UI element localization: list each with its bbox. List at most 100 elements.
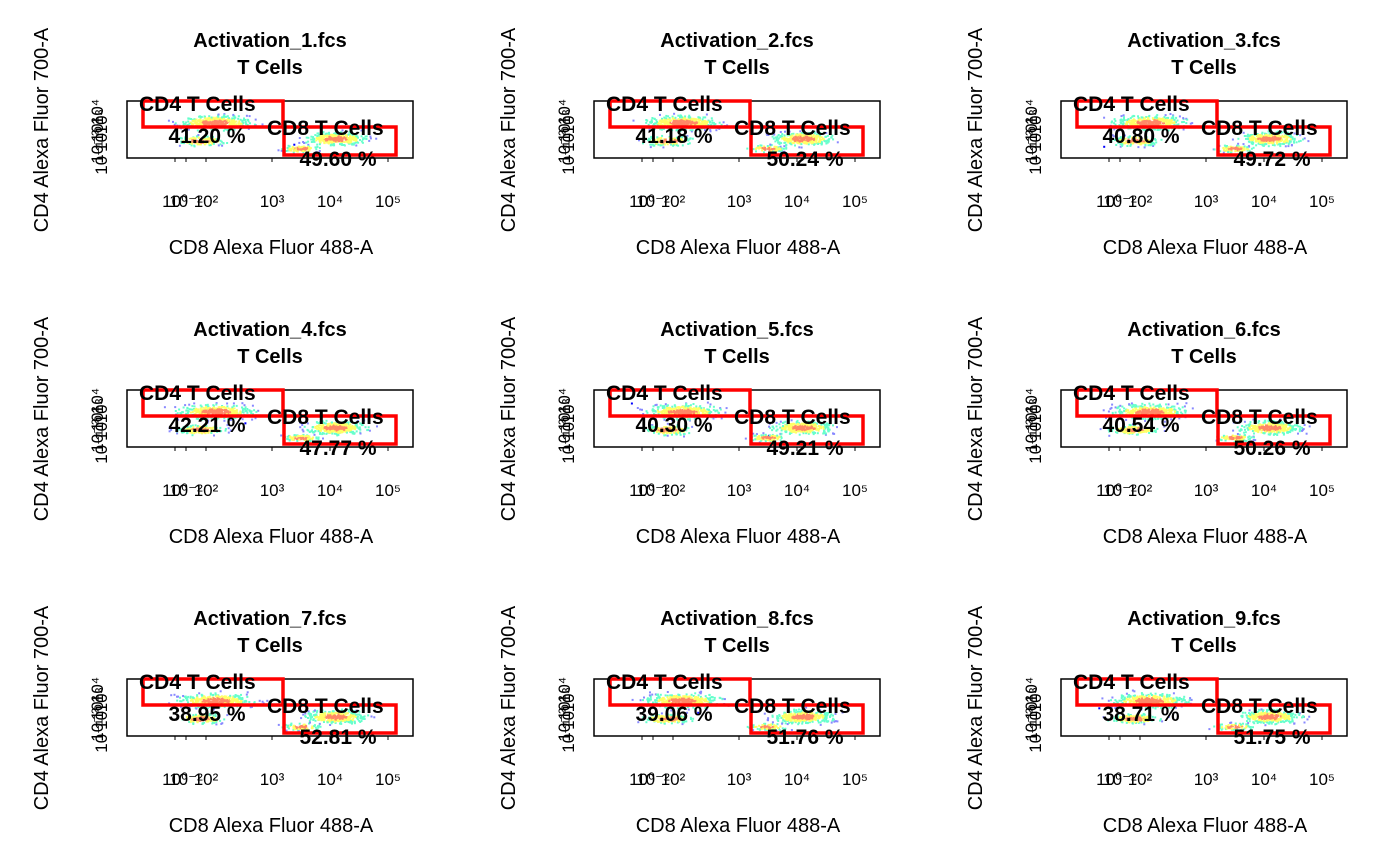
event-dot (229, 411, 231, 413)
event-dot (357, 142, 359, 144)
event-dot (1288, 143, 1290, 145)
x-tick-label: 10² (194, 481, 219, 500)
event-dot (221, 406, 223, 408)
event-dot (242, 122, 244, 124)
event-dot (201, 406, 203, 408)
event-dot (1284, 140, 1286, 142)
event-dot (238, 120, 240, 122)
event-dot (672, 122, 674, 124)
event-dot (711, 120, 713, 122)
event-dot (248, 121, 250, 123)
x-tick-label: 10⁴ (784, 192, 810, 211)
event-dot (680, 407, 682, 409)
event-dot (718, 412, 720, 414)
event-dot (334, 433, 336, 435)
event-dot (221, 116, 223, 118)
event-dot (1141, 117, 1143, 119)
event-dot (319, 143, 321, 145)
event-dot (1287, 145, 1289, 147)
event-dot (1171, 122, 1173, 124)
x-tick-label: 10² (194, 192, 219, 211)
event-dot (661, 119, 663, 121)
event-dot (714, 410, 716, 412)
event-dot (316, 144, 318, 146)
event-dot (197, 409, 199, 411)
event-dot (185, 122, 187, 124)
event-dot (356, 430, 358, 432)
event-dot (809, 141, 811, 143)
event-dot (1296, 141, 1298, 143)
event-dot (194, 120, 196, 122)
event-dot (255, 411, 257, 413)
event-dot (832, 433, 834, 435)
event-dot (692, 409, 694, 411)
event-dot (675, 117, 677, 119)
event-dot (726, 407, 728, 409)
event-dot (678, 118, 680, 120)
event-dot (1137, 121, 1139, 123)
y-axis-label: CD4 Alexa Fluor 700-A (965, 27, 987, 232)
event-dot (672, 117, 674, 119)
event-dot (208, 122, 210, 124)
plot-title: Activation_5.fcs (660, 319, 813, 341)
event-dot (303, 142, 305, 144)
event-dot (688, 411, 690, 413)
event-dot (1114, 118, 1116, 120)
event-dot (641, 409, 643, 411)
plot-title: Activation_2.fcs (660, 30, 813, 52)
x-tick-label: 10² (1128, 192, 1153, 211)
event-dot (339, 143, 341, 145)
event-dot (1103, 117, 1105, 119)
event-dot (1300, 140, 1302, 142)
event-dot (800, 143, 802, 145)
event-dot (1169, 119, 1171, 121)
event-dot (230, 409, 232, 411)
event-dot (355, 145, 357, 147)
event-dot (181, 411, 183, 413)
event-dot (241, 407, 243, 409)
event-dot (238, 122, 240, 124)
cd8-gate-label: CD8 T Cells (267, 406, 384, 429)
event-dot (653, 118, 655, 120)
event-dot (236, 409, 238, 411)
event-dot (1271, 142, 1273, 144)
event-dot (185, 410, 187, 412)
event-dot (821, 143, 823, 145)
event-dot (696, 409, 698, 411)
event-dot (222, 121, 224, 123)
event-dot (1252, 143, 1254, 145)
event-dot (812, 432, 814, 434)
event-dot (1226, 148, 1228, 150)
event-dot (1183, 129, 1185, 131)
event-dot (664, 407, 666, 409)
event-dot (695, 405, 697, 407)
event-dot (352, 433, 354, 435)
event-dot (1248, 145, 1250, 147)
event-dot (234, 407, 236, 409)
event-dot (683, 118, 685, 120)
event-dot (209, 409, 211, 411)
event-dot (1290, 141, 1292, 143)
event-dot (1163, 122, 1165, 124)
event-dot (724, 412, 726, 414)
event-dot (1111, 122, 1113, 124)
cd8-gate-percent: 49.60 % (299, 148, 376, 171)
event-dot (1128, 121, 1130, 123)
plot-subtitle: T Cells (237, 346, 303, 368)
event-dot (182, 121, 184, 123)
event-dot (248, 409, 250, 411)
event-dot (347, 140, 349, 142)
event-dot (699, 405, 701, 407)
event-dot (369, 430, 371, 432)
event-dot (1165, 119, 1167, 121)
event-dot (1264, 144, 1266, 146)
event-dot (660, 411, 662, 413)
event-dot (785, 144, 787, 146)
event-dot (1255, 141, 1257, 143)
event-dot (703, 116, 705, 118)
x-axis-label: CD8 Alexa Fluor 488-A (169, 237, 374, 259)
event-dot (252, 405, 254, 407)
